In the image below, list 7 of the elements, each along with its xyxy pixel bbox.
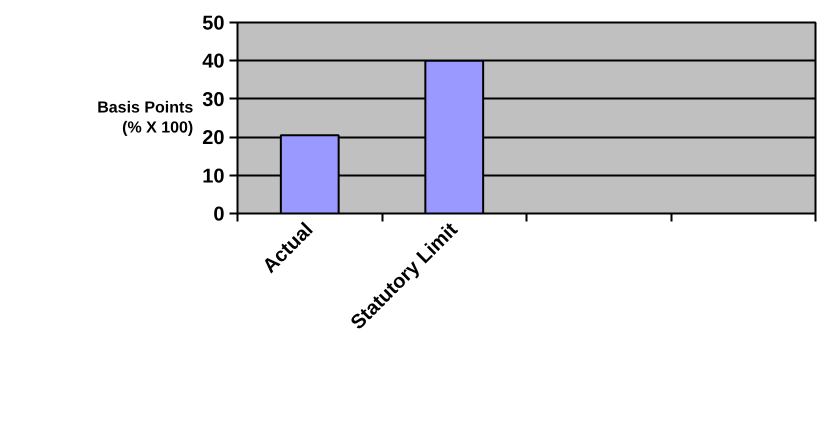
y-tick-label: 40: [202, 50, 225, 73]
y-tick-label: 30: [202, 88, 225, 111]
y-tick-label: 10: [202, 165, 225, 188]
y-tick-label: 20: [202, 127, 225, 150]
y-tick-label: 0: [213, 204, 224, 226]
y-tick-label: 50: [202, 12, 225, 34]
y-axis-title: Basis Points (% X 100): [97, 99, 194, 137]
